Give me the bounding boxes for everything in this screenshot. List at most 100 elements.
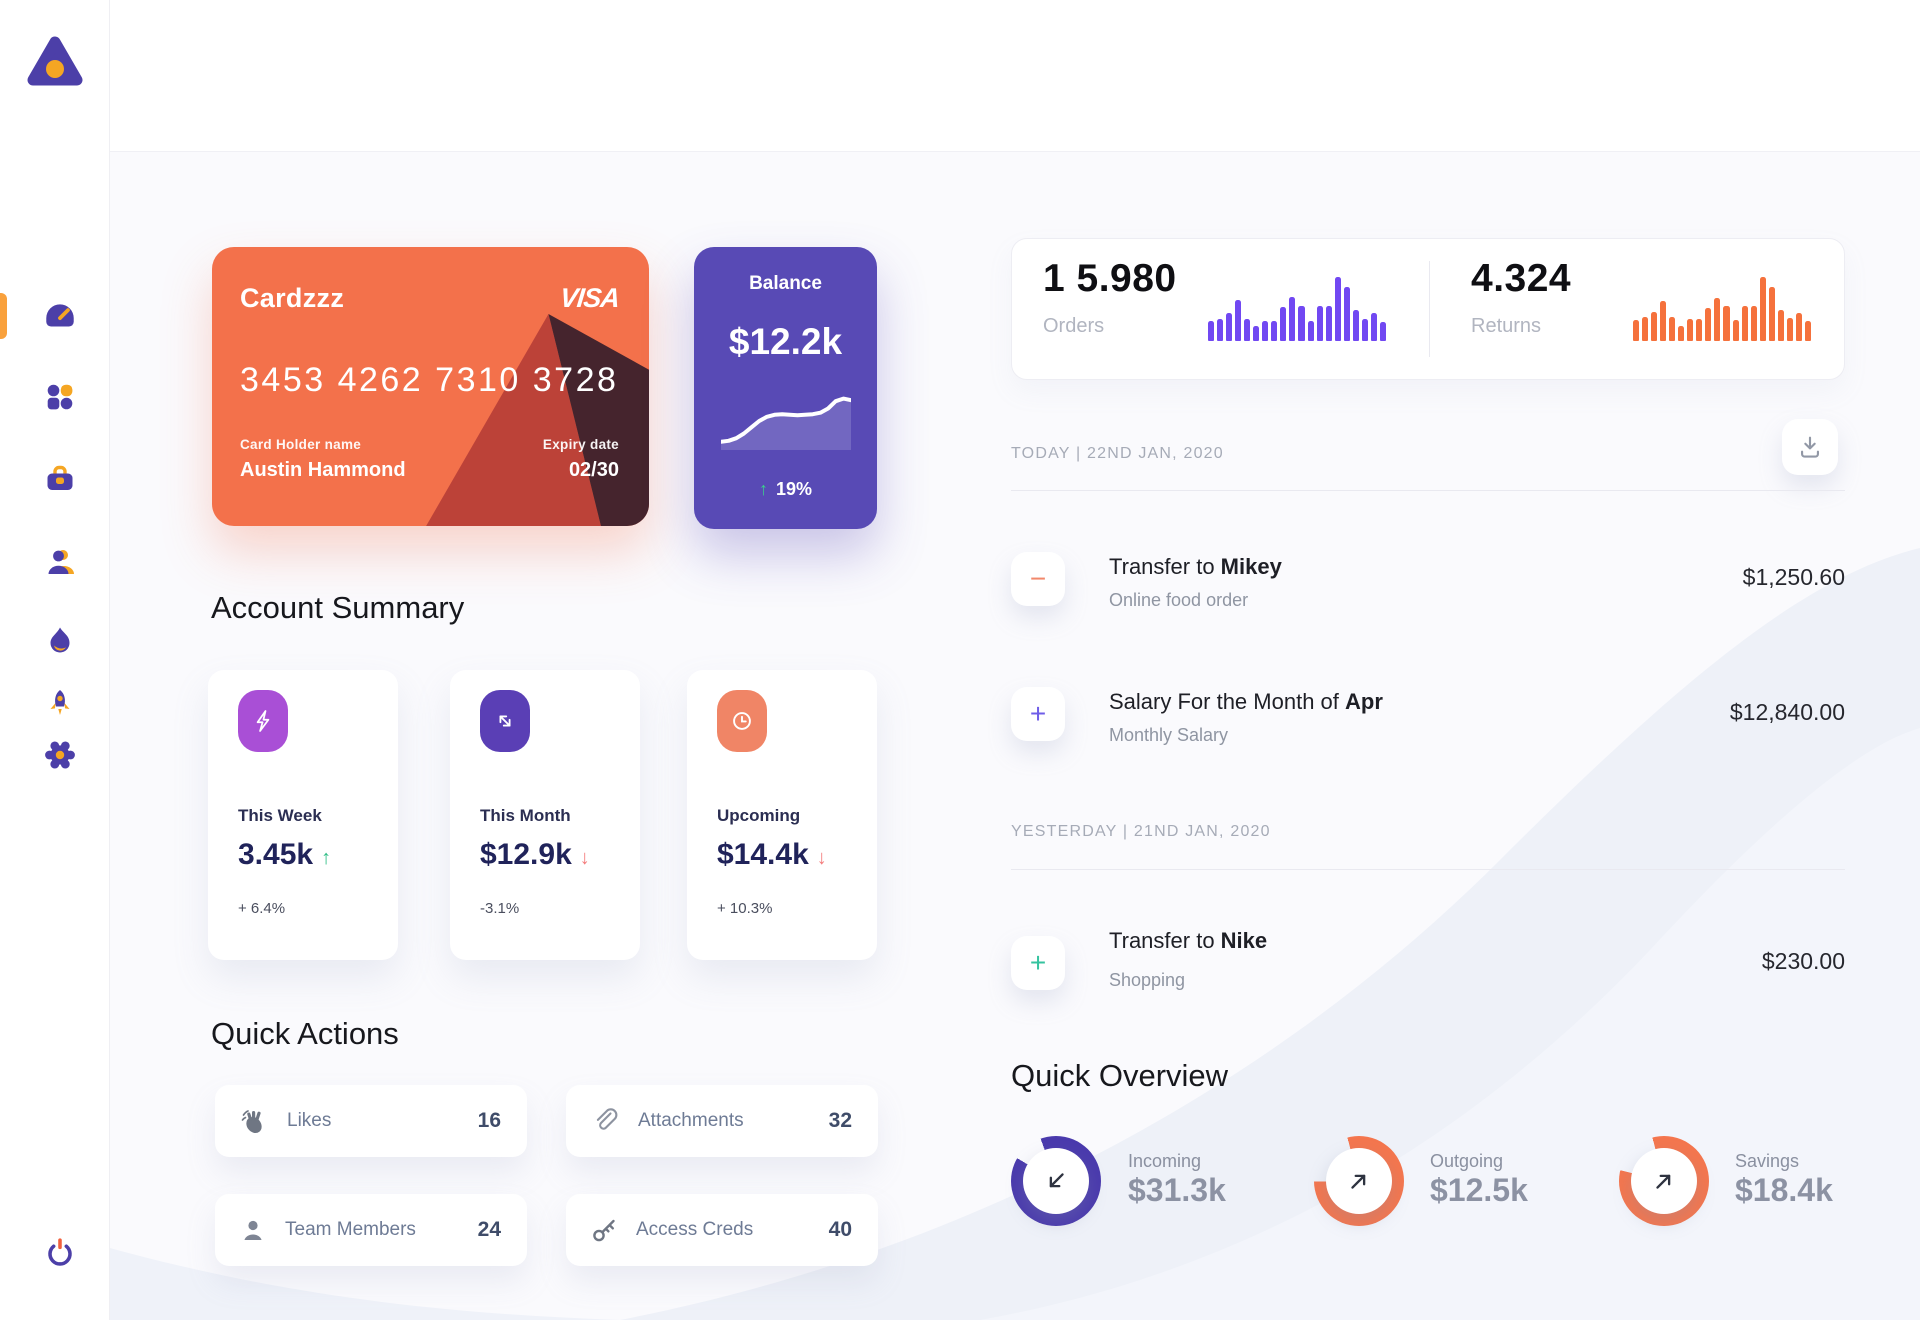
card-holder: Card Holder name Austin Hammond	[240, 437, 406, 482]
summary-card-this-week: This Week 3.45k ↑ + 6.4%	[208, 670, 398, 960]
sidebar-item-settings[interactable]	[36, 732, 84, 778]
credit-card: Cardzzz VISA 3453 4262 7310 3728 Card Ho…	[212, 247, 649, 526]
orders-value: 1 5.980	[1043, 257, 1177, 300]
balance-change-value: 19%	[775, 479, 813, 499]
users-icon	[48, 550, 74, 574]
transaction-amount: $230.00	[1761, 948, 1845, 974]
transaction-amount: $12,840.00	[1729, 699, 1845, 725]
quick-action-attachments[interactable]: Attachments 32	[566, 1085, 878, 1157]
transaction-plus-icon: +	[1011, 936, 1065, 990]
incoming-value: $31.3k	[1128, 1172, 1226, 1208]
stats-divider	[1429, 261, 1430, 357]
summary-delta: -3.1%	[480, 900, 520, 917]
logout-power-button[interactable]	[38, 1233, 82, 1277]
transaction-subtitle: Online food order	[1109, 590, 1249, 610]
card-name: Cardzzz	[240, 283, 345, 313]
sidebar-item-dashboard[interactable]	[36, 293, 84, 339]
key-icon	[593, 1219, 615, 1242]
arrow-up-right-icon	[1326, 1148, 1392, 1214]
transaction-title: Salary For the Month of Apr	[1109, 689, 1383, 714]
transaction-amount: $1,250.60	[1742, 564, 1845, 590]
sidebar-item-launch[interactable]	[36, 681, 84, 727]
transaction-title: Transfer to Nike	[1109, 928, 1268, 953]
balance-value: $12.2k	[728, 321, 843, 362]
card-number: 3453 4262 7310 3728	[240, 361, 619, 399]
arrow-up-right-icon	[1631, 1148, 1697, 1214]
trend-up-icon: ↑	[321, 847, 332, 869]
gear-icon	[45, 741, 75, 769]
sidebar-item-apps[interactable]	[36, 374, 84, 420]
incoming-ring-chart	[1011, 1136, 1101, 1226]
returns-bar-chart	[1633, 277, 1811, 341]
balance-change: ↑ 19%	[694, 479, 877, 500]
quick-overview-title: Quick Overview	[1011, 1058, 1229, 1093]
rocket-icon	[50, 690, 70, 715]
download-icon	[1800, 436, 1820, 458]
quick-action-count: 32	[828, 1109, 852, 1132]
briefcase-icon	[47, 465, 73, 490]
active-nav-indicator	[0, 293, 7, 339]
power-icon	[48, 1237, 72, 1266]
transaction-subtitle: Monthly Salary	[1109, 725, 1229, 745]
sidebar-item-work[interactable]	[36, 456, 84, 502]
card-holder-label: Card Holder name	[240, 437, 362, 452]
sidebar-item-activity[interactable]	[36, 618, 84, 664]
transactions-date-today: TODAY | 22ND JAN, 2020	[1011, 445, 1224, 462]
transaction-title: Transfer to Mikey	[1109, 554, 1282, 579]
download-statement-button[interactable]	[1782, 419, 1838, 475]
divider	[1011, 490, 1845, 491]
quick-actions-title: Quick Actions	[211, 1016, 399, 1051]
trend-down-icon: ↓	[579, 847, 590, 869]
incoming-label: Incoming	[1128, 1151, 1202, 1171]
outgoing-value: $12.5k	[1430, 1172, 1528, 1208]
speedometer-icon	[46, 304, 74, 327]
apps-grid-icon	[47, 384, 73, 410]
summary-label: This Month	[480, 806, 571, 825]
quick-action-label: Attachments	[638, 1110, 744, 1131]
transactions-date-yesterday: YESTERDAY | 21ND JAN, 2020	[1011, 823, 1271, 840]
sidebar	[0, 0, 110, 1320]
quick-action-count: 24	[477, 1218, 501, 1241]
account-summary-title: Account Summary	[211, 590, 465, 625]
transaction-row[interactable]: + Salary For the Month of Apr Monthly Sa…	[1011, 687, 1845, 751]
clock-icon	[717, 690, 767, 752]
quick-action-label: Access Creds	[636, 1219, 754, 1240]
summary-label: This Week	[238, 806, 322, 825]
visa-logo: VISA	[558, 283, 621, 313]
summary-label: Upcoming	[717, 806, 801, 825]
summary-value: $14.4k ↓	[717, 838, 827, 871]
transaction-row[interactable]: − Transfer to Mikey Online food order $1…	[1011, 552, 1845, 616]
returns-label: Returns	[1471, 315, 1542, 337]
transaction-minus-icon: −	[1011, 552, 1065, 606]
lightning-icon	[238, 690, 288, 752]
balance-label: Balance	[749, 273, 822, 294]
transaction-subtitle: Shopping	[1109, 970, 1186, 990]
sidebar-item-team[interactable]	[36, 539, 84, 585]
quick-action-likes[interactable]: Likes 16	[215, 1085, 527, 1157]
card-expiry: Expiry date 02/30	[543, 437, 619, 482]
clap-icon	[241, 1110, 262, 1134]
savings-label: Savings	[1735, 1151, 1800, 1171]
summary-card-this-month: This Month $12.9k ↓ -3.1%	[450, 670, 640, 960]
transaction-plus-icon: +	[1011, 687, 1065, 741]
quick-action-label: Likes	[287, 1110, 332, 1131]
savings-ring-chart	[1619, 1136, 1709, 1226]
arrow-down-left-icon	[1023, 1148, 1089, 1214]
orders-label: Orders	[1043, 315, 1105, 337]
orders-bar-chart	[1208, 277, 1386, 341]
summary-delta: + 6.4%	[238, 900, 286, 917]
transaction-row[interactable]: + Transfer to Nike Shopping $230.00	[1011, 926, 1845, 990]
balance-trend-chart	[719, 390, 853, 450]
summary-value: $12.9k ↓	[480, 838, 590, 871]
diagonal-arrows-icon	[480, 690, 530, 752]
orders-returns-stats-card: 1 5.980 Orders 4.324 Returns	[1011, 238, 1845, 380]
trend-down-icon: ↓	[816, 847, 827, 869]
top-header	[110, 0, 1920, 152]
quick-action-count: 16	[477, 1109, 501, 1132]
app-logo	[26, 34, 84, 90]
quick-action-team-members[interactable]: Team Members 24	[215, 1194, 527, 1266]
summary-card-upcoming: Upcoming $14.4k ↓ + 10.3%	[687, 670, 877, 960]
person-icon	[244, 1220, 262, 1240]
quick-action-access-creds[interactable]: Access Creds 40	[566, 1194, 878, 1266]
balance-card: Balance $12.2k ↑ 19%	[694, 247, 877, 529]
